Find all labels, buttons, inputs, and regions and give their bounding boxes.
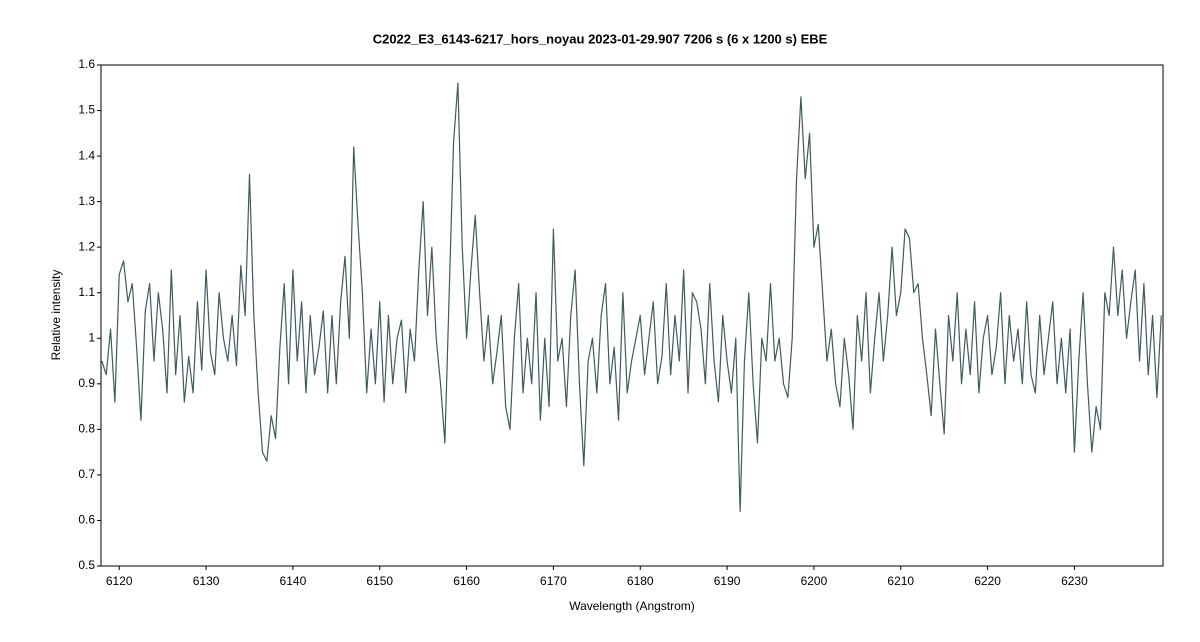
y-tick-label: 1.5 [78,103,95,117]
y-axis-label: Relative intensity [49,270,63,361]
x-tick-label: 6180 [627,574,654,588]
x-tick-label: 6120 [106,574,133,588]
y-tick-label: 1.6 [78,57,95,71]
x-axis-label: Wavelength (Angstrom) [569,599,695,613]
x-tick-label: 6160 [453,574,480,588]
x-tick-label: 6170 [540,574,567,588]
x-tick-label: 6210 [887,574,914,588]
y-tick-label: 0.5 [78,558,95,572]
y-tick-label: 1 [88,330,95,344]
chart-title: C2022_E3_6143-6217_hors_noyau 2023-01-29… [373,31,828,46]
plot-frame [100,64,1164,567]
y-tick-label: 0.9 [78,376,95,390]
x-tick-label: 6140 [280,574,307,588]
y-tick-label: 0.8 [78,422,95,436]
x-tick-label: 6190 [714,574,741,588]
spectrum-line [101,82,1162,512]
x-tick-label: 6220 [974,574,1001,588]
x-tick-label: 6230 [1061,574,1088,588]
x-tick-label: 6130 [193,574,220,588]
x-tick-label: 6150 [366,574,393,588]
y-tick-label: 0.7 [78,467,95,481]
y-tick-label: 1.4 [78,148,95,162]
x-tick-label: 6200 [801,574,828,588]
y-tick-label: 1.1 [78,285,95,299]
y-tick-label: 1.3 [78,194,95,208]
y-tick-label: 0.6 [78,513,95,527]
y-tick-label: 1.2 [78,239,95,253]
